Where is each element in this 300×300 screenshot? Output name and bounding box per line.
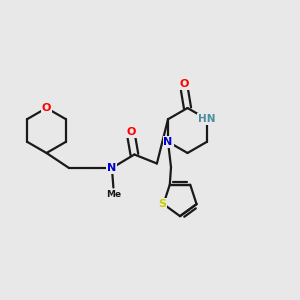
- Text: Me: Me: [106, 190, 121, 199]
- Text: O: O: [42, 103, 51, 113]
- Text: HN: HN: [198, 114, 216, 124]
- Text: O: O: [180, 79, 189, 89]
- Text: N: N: [107, 163, 116, 173]
- Text: N: N: [164, 137, 172, 147]
- Text: O: O: [127, 127, 136, 137]
- Text: S: S: [158, 199, 166, 209]
